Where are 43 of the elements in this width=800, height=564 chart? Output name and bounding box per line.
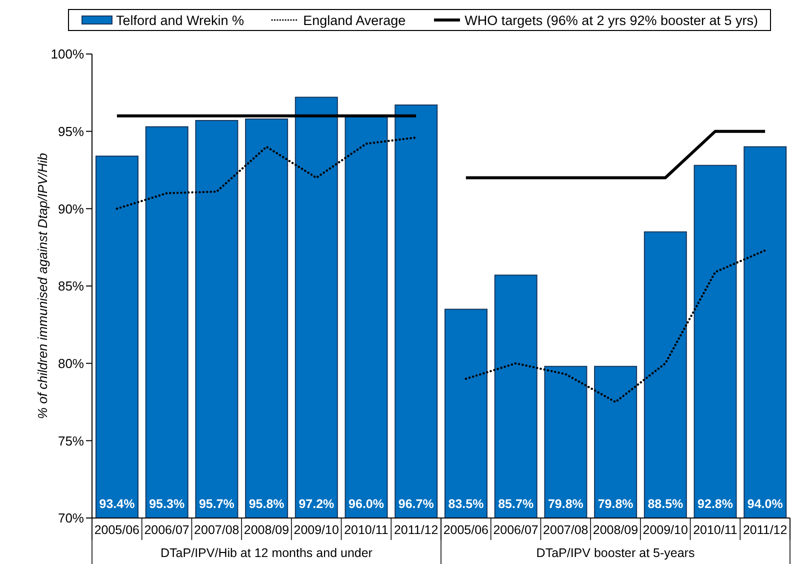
- line-series: [116, 136, 418, 210]
- x-tick-label: 2008/09: [244, 523, 290, 537]
- data-label: 92.8%: [698, 497, 733, 511]
- y-axis-title: % of children immunised against Dtap/IPV/Hib: [34, 153, 50, 419]
- x-tick-label: 2008/09: [592, 523, 638, 537]
- data-label: 97.2%: [298, 497, 334, 511]
- x-tick-label: 2011/12: [742, 523, 788, 537]
- text: DTaP/IPV/Hib at 12 months and under: [160, 546, 372, 560]
- legend-label: Telford and Wrekin %: [116, 12, 244, 28]
- x-tick-label: 2009/10: [294, 523, 339, 537]
- y-tick-label: 90%: [58, 201, 84, 216]
- data-label: 95.3%: [149, 497, 185, 511]
- x-tick-label: 2009/10: [642, 523, 688, 537]
- text: DTaP/IPV booster at 5-years: [536, 546, 695, 560]
- x-tick-label: 2007/08: [543, 523, 588, 537]
- data-label: 94.0%: [747, 497, 783, 511]
- y-tick-label: 70%: [58, 510, 84, 526]
- x-tick-label: 2010/11: [344, 523, 388, 537]
- data-label: 96.0%: [348, 497, 384, 511]
- x-tick-label: 2005/06: [94, 523, 140, 537]
- legend-label: WHO targets (96% at 2 yrs 92% booster at 5 yrs): [464, 12, 758, 28]
- x-tick-label: 2006/07: [493, 523, 538, 537]
- data-label: 93.4%: [99, 497, 135, 511]
- x-tick-label: 2007/08: [194, 523, 240, 537]
- line-series: [464, 249, 766, 404]
- data-label: 83.5%: [448, 497, 484, 511]
- x-tick-label: 2005/06: [443, 523, 489, 537]
- x-tick-label: 2006/07: [144, 523, 190, 537]
- x-tick-label: 2010/11: [693, 523, 738, 537]
- data-label: 88.5%: [648, 497, 684, 511]
- data-label: 79.8%: [548, 497, 584, 511]
- legend-label: England Average: [303, 12, 406, 28]
- data-label: 85.7%: [498, 497, 534, 511]
- y-tick-label: 80%: [58, 356, 84, 371]
- data-label: 95.7%: [198, 497, 234, 511]
- y-tick-label: 75%: [58, 433, 84, 448]
- y-tick-label: 85%: [58, 278, 84, 294]
- data-label: 95.8%: [248, 497, 284, 511]
- y-tick-label: 100%: [50, 46, 84, 62]
- y-tick-label: 95%: [58, 124, 84, 139]
- data-label: 96.7%: [398, 497, 434, 511]
- data-label: 79.8%: [598, 497, 634, 511]
- x-tick-label: 2011/12: [394, 523, 438, 537]
